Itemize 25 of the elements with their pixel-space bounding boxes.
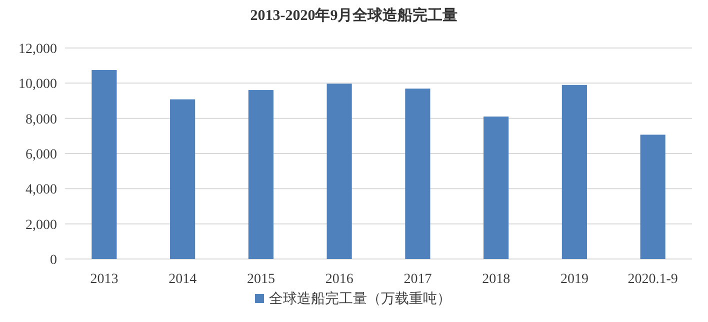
bar (248, 90, 274, 259)
x-tick-label: 2014 (168, 272, 197, 287)
x-tick-label: 2015 (246, 272, 275, 287)
chart-title: 2013-2020年9月全球造船完工量 (250, 6, 458, 24)
y-tick-label: 8,000 (26, 112, 57, 128)
bar (562, 84, 587, 259)
y-tick-label: 0 (50, 253, 57, 268)
bar (92, 70, 117, 259)
x-tick-label: 2017 (404, 272, 432, 287)
y-tick-label: 6,000 (26, 148, 57, 162)
legend-label: 全球造船完工量（万载重吨） (269, 291, 451, 307)
y-tick-label: 4,000 (26, 182, 57, 198)
x-tick-label: 2013 (90, 272, 118, 287)
bar (326, 84, 352, 259)
bar (405, 88, 430, 259)
bar (170, 99, 196, 259)
x-tick-label: 2019 (560, 272, 588, 287)
y-tick-label: 2,000 (26, 218, 57, 233)
bar (484, 116, 509, 259)
x-tick-label: 2020.1-9 (628, 272, 678, 287)
x-tick-label: 2016 (325, 272, 354, 287)
bar (640, 134, 666, 259)
x-tick-label: 2018 (482, 272, 510, 287)
y-tick-label: 10,000 (18, 77, 57, 92)
y-tick-label: 12,000 (18, 42, 57, 57)
